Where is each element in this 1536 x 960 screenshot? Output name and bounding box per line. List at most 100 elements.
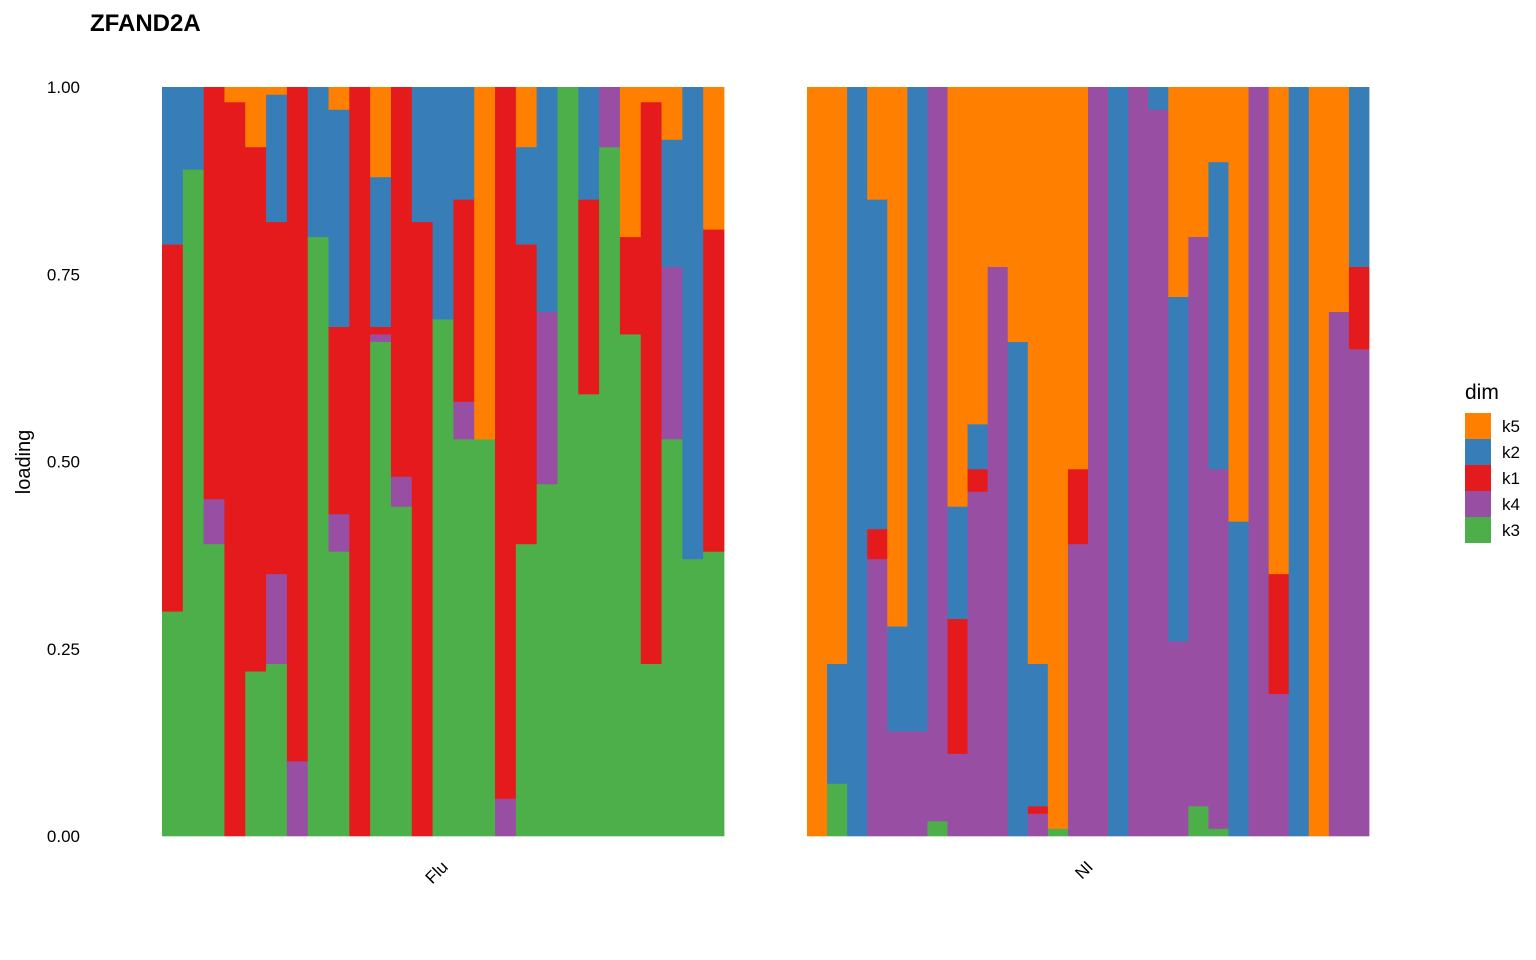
bar-segment-k4 (661, 266, 683, 440)
bar-segment-k1 (162, 244, 184, 612)
legend-label-k5: k5 (1502, 417, 1520, 436)
bar-segment-k3 (1047, 828, 1069, 837)
bar-segment-k4 (203, 498, 225, 545)
bar-segment-k1 (1067, 468, 1089, 545)
bar-segment-k5 (887, 87, 908, 627)
bar-segment-k2 (162, 87, 184, 245)
bar-segment-k4 (887, 731, 908, 837)
legend: dim k5 k2 k1 k4 k3 (1465, 381, 1520, 543)
x-tick-label: NI (1071, 857, 1096, 882)
legend-label-k2: k2 (1502, 443, 1520, 462)
bar-segment-k4 (907, 731, 928, 837)
bar-segment-k4 (1168, 641, 1189, 837)
bar-segment-k5 (474, 87, 496, 440)
bar-segment-k1 (245, 146, 267, 672)
bar-segment-k2 (661, 139, 683, 268)
bar-segment-k4 (1208, 468, 1229, 829)
bar-segment-k3 (432, 319, 454, 837)
bar-segment-k3 (536, 483, 558, 837)
legend-swatch-k5 (1465, 413, 1491, 439)
legend-label-k1: k1 (1502, 469, 1520, 488)
bar-segment-k1 (286, 87, 309, 762)
y-tick-label: 0.00 (47, 827, 80, 846)
bar-segment-k5 (967, 87, 989, 425)
bar-segment-k5 (370, 87, 392, 178)
bar-segment-k2 (967, 424, 989, 470)
bar-segment-k5 (703, 87, 725, 230)
bar-segment-k3 (474, 439, 496, 837)
bar-segment-k4 (987, 266, 1009, 837)
bar-segment-k4 (1248, 87, 1270, 837)
bar-segment-k4 (599, 87, 621, 148)
bar-segment-k5 (1328, 87, 1350, 312)
bar-segment-k3 (1208, 828, 1229, 837)
bar-segment-k1 (1268, 573, 1290, 694)
bar-segment-k1 (266, 221, 288, 575)
bar-segment-k2 (1007, 341, 1029, 837)
bar-segment-k5 (827, 87, 848, 665)
bar-segment-k3 (1188, 806, 1209, 837)
bar-segment-k5 (1168, 87, 1189, 298)
bar-segment-k5 (661, 87, 683, 140)
bar-segment-k2 (182, 87, 205, 170)
bar-segment-k3 (703, 551, 725, 837)
bar-segment-k1 (453, 199, 475, 402)
chart-title: ZFAND2A (90, 10, 201, 37)
bar-segment-k1 (578, 199, 600, 395)
bar-segment-k1 (495, 87, 517, 799)
bar-segment-k3 (328, 551, 350, 837)
bar-segment-k5 (245, 87, 267, 148)
bar-segment-k5 (1308, 87, 1330, 837)
bar-segment-k2 (1348, 87, 1370, 268)
bar-segment-k4 (495, 798, 517, 837)
bar-segment-k1 (703, 229, 725, 552)
bar-segment-k3 (640, 663, 662, 837)
bar-segment-k1 (411, 221, 433, 837)
bar-segment-k2 (907, 87, 928, 732)
y-tick-label: 0.25 (47, 640, 80, 659)
bar-segment-k4 (1348, 349, 1370, 837)
bar-segment-k1 (640, 101, 662, 665)
bar-segment-k2 (847, 87, 868, 837)
y-tick-label: 1.00 (47, 78, 80, 97)
bar-segment-k5 (1228, 87, 1249, 522)
bar-segment-k5 (1067, 87, 1089, 470)
bar-segment-k3 (515, 543, 538, 837)
bar-segment-k3 (266, 663, 288, 837)
legend-swatch-k4 (1465, 491, 1491, 517)
bar-segment-k2 (432, 87, 454, 320)
legend-swatch-k2 (1465, 439, 1491, 465)
facet-panel-ni: NI (807, 87, 1370, 883)
bar-segment-k4 (1268, 693, 1290, 837)
bar-segment-k3 (661, 439, 683, 837)
bar-segment-k3 (182, 169, 205, 837)
bar-segment-k1 (370, 326, 392, 335)
bar-segment-k3 (370, 341, 392, 837)
bar-segment-k5 (987, 87, 1009, 268)
bar-segment-k2 (1208, 161, 1229, 470)
y-tick-label: 0.75 (47, 265, 80, 284)
bar-segment-k2 (1027, 663, 1049, 807)
bar-segment-k5 (266, 87, 288, 95)
bar-segment-k4 (1067, 543, 1089, 837)
bar-segment-k5 (328, 87, 350, 110)
bar-segment-k2 (328, 109, 350, 327)
bar-segment-k4 (286, 761, 309, 837)
bar-segment-k3 (682, 558, 704, 837)
legend-label-k4: k4 (1502, 495, 1520, 514)
bar-segment-k1 (619, 236, 642, 335)
bar-segment-k3 (927, 821, 948, 837)
bar-segment-k3 (245, 671, 267, 837)
bar-segment-k3 (453, 439, 475, 837)
y-axis-title: loading (13, 430, 35, 495)
bar-segment-k2 (827, 663, 848, 784)
bar-segment-k2 (307, 87, 329, 238)
bar-segment-k1 (349, 87, 371, 837)
bar-segment-k5 (1027, 87, 1049, 665)
bar-segment-k5 (1047, 87, 1069, 829)
bar-segment-k3 (390, 506, 413, 837)
bar-segment-k5 (947, 87, 968, 507)
bar-segment-k3 (307, 236, 329, 837)
bar-segment-k4 (1027, 813, 1049, 837)
